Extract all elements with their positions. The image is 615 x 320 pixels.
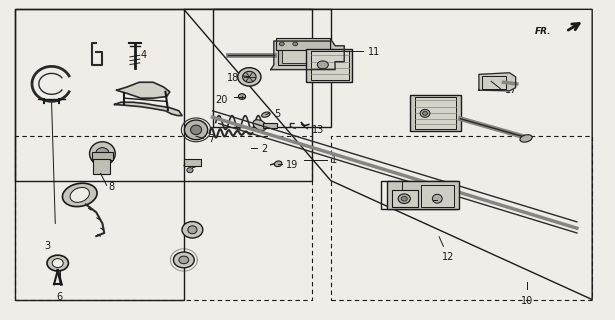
Polygon shape bbox=[114, 102, 182, 116]
Ellipse shape bbox=[398, 194, 410, 204]
Text: 4: 4 bbox=[141, 50, 147, 60]
Ellipse shape bbox=[279, 42, 284, 46]
Ellipse shape bbox=[317, 61, 328, 69]
Ellipse shape bbox=[274, 161, 282, 167]
Polygon shape bbox=[479, 73, 515, 91]
Bar bbox=[421, 185, 454, 207]
Ellipse shape bbox=[423, 111, 427, 115]
Text: 8: 8 bbox=[108, 182, 114, 192]
Bar bbox=[213, 9, 331, 127]
Text: 15: 15 bbox=[437, 196, 450, 206]
Bar bbox=[410, 95, 461, 132]
Text: 12: 12 bbox=[442, 252, 454, 262]
Bar bbox=[415, 97, 456, 129]
Ellipse shape bbox=[432, 194, 442, 203]
Text: 14: 14 bbox=[396, 193, 408, 203]
Bar bbox=[482, 76, 507, 89]
Ellipse shape bbox=[188, 226, 197, 234]
Ellipse shape bbox=[90, 142, 115, 165]
Bar bbox=[184, 159, 201, 166]
Ellipse shape bbox=[182, 221, 203, 238]
Ellipse shape bbox=[96, 148, 109, 160]
Bar bbox=[263, 123, 277, 128]
Ellipse shape bbox=[261, 112, 270, 117]
Text: 20: 20 bbox=[215, 95, 228, 105]
Text: FR.: FR. bbox=[534, 27, 551, 36]
Ellipse shape bbox=[179, 256, 189, 264]
Bar bbox=[93, 159, 110, 174]
Ellipse shape bbox=[242, 71, 256, 83]
Ellipse shape bbox=[293, 42, 298, 46]
Text: 13: 13 bbox=[312, 125, 325, 135]
Text: 7: 7 bbox=[208, 134, 215, 144]
Ellipse shape bbox=[52, 259, 63, 268]
Bar bbox=[282, 48, 308, 63]
Bar bbox=[15, 9, 184, 300]
Ellipse shape bbox=[187, 168, 193, 173]
Bar bbox=[276, 37, 330, 50]
Ellipse shape bbox=[239, 94, 245, 100]
Bar bbox=[392, 190, 418, 207]
Text: 11: 11 bbox=[368, 47, 379, 57]
Text: 10: 10 bbox=[520, 296, 533, 307]
Ellipse shape bbox=[401, 196, 407, 201]
Ellipse shape bbox=[520, 135, 532, 142]
Text: 6: 6 bbox=[57, 292, 63, 302]
Text: 3: 3 bbox=[44, 241, 50, 251]
Polygon shape bbox=[271, 41, 344, 69]
Text: 5: 5 bbox=[274, 109, 280, 119]
Polygon shape bbox=[116, 82, 170, 98]
Bar bbox=[387, 181, 459, 209]
Text: 17: 17 bbox=[505, 85, 517, 95]
Text: 16: 16 bbox=[392, 196, 404, 206]
Ellipse shape bbox=[420, 109, 430, 117]
Bar bbox=[92, 152, 113, 160]
Bar bbox=[381, 180, 458, 209]
Ellipse shape bbox=[191, 125, 202, 135]
Ellipse shape bbox=[238, 68, 261, 86]
Ellipse shape bbox=[70, 188, 89, 202]
Text: 1: 1 bbox=[331, 155, 337, 165]
Ellipse shape bbox=[184, 120, 208, 140]
Bar bbox=[15, 9, 312, 180]
Ellipse shape bbox=[173, 252, 194, 268]
Bar bbox=[306, 49, 352, 82]
Bar bbox=[331, 136, 592, 300]
Bar bbox=[311, 51, 349, 80]
Ellipse shape bbox=[253, 120, 266, 131]
Ellipse shape bbox=[47, 255, 68, 271]
Text: 18: 18 bbox=[227, 73, 239, 83]
Bar bbox=[278, 46, 312, 66]
Text: 9: 9 bbox=[190, 160, 196, 170]
Text: 2: 2 bbox=[261, 144, 268, 154]
Text: 19: 19 bbox=[286, 160, 298, 170]
Ellipse shape bbox=[63, 183, 97, 207]
Bar bbox=[15, 136, 312, 300]
